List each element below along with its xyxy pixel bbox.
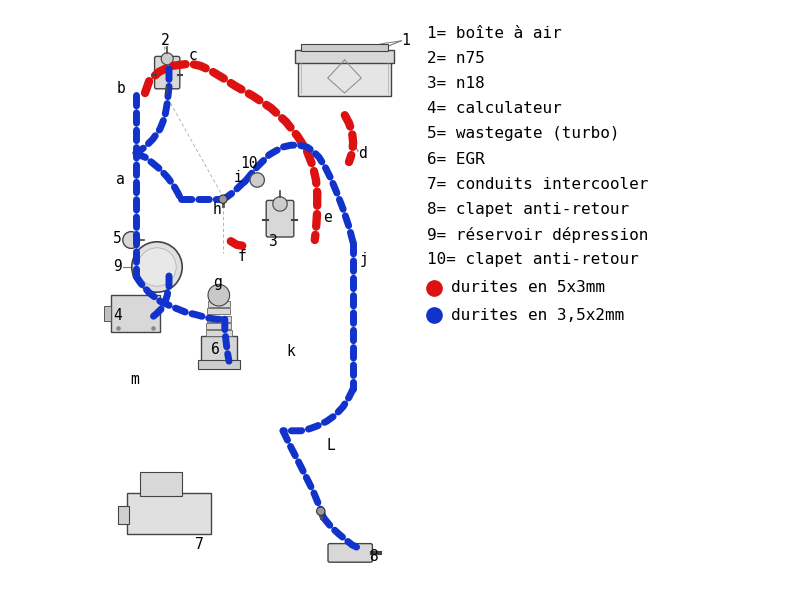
Text: 1= boîte à air: 1= boîte à air: [427, 25, 562, 40]
Text: i: i: [234, 169, 242, 185]
FancyBboxPatch shape: [104, 307, 110, 321]
FancyBboxPatch shape: [201, 336, 237, 361]
Text: durites en 3,5x2mm: durites en 3,5x2mm: [451, 307, 624, 323]
Text: 10: 10: [240, 155, 258, 170]
Circle shape: [138, 248, 176, 286]
FancyBboxPatch shape: [154, 56, 180, 89]
FancyBboxPatch shape: [328, 544, 373, 562]
Circle shape: [132, 242, 182, 292]
Text: 6: 6: [211, 342, 219, 356]
Text: 8= clapet anti-retour: 8= clapet anti-retour: [427, 202, 629, 217]
Text: 3: 3: [269, 233, 277, 248]
Text: 8: 8: [369, 550, 378, 564]
Text: 9= réservoir dépression: 9= réservoir dépression: [427, 227, 648, 242]
FancyBboxPatch shape: [198, 360, 240, 369]
Text: 4= calculateur: 4= calculateur: [427, 101, 562, 116]
Text: 9: 9: [114, 259, 122, 274]
Circle shape: [273, 197, 287, 211]
Text: 3= n18: 3= n18: [427, 76, 485, 91]
Text: f: f: [238, 250, 246, 264]
FancyBboxPatch shape: [266, 200, 294, 237]
Circle shape: [208, 284, 230, 306]
Text: 1: 1: [401, 33, 410, 48]
Text: g: g: [213, 275, 222, 289]
FancyBboxPatch shape: [207, 308, 230, 314]
Circle shape: [218, 195, 227, 203]
Text: b: b: [117, 81, 125, 96]
Circle shape: [161, 53, 173, 65]
FancyBboxPatch shape: [295, 50, 394, 63]
Circle shape: [317, 507, 325, 515]
Text: L: L: [327, 438, 335, 452]
Circle shape: [122, 232, 139, 248]
Text: durites en 5x3mm: durites en 5x3mm: [451, 280, 605, 295]
Text: 5: 5: [114, 231, 122, 246]
FancyBboxPatch shape: [206, 323, 231, 329]
Text: h: h: [213, 202, 222, 217]
FancyBboxPatch shape: [118, 506, 129, 524]
Text: 2= n75: 2= n75: [427, 51, 485, 66]
Text: e: e: [323, 209, 332, 224]
FancyBboxPatch shape: [206, 330, 232, 336]
Circle shape: [250, 173, 265, 187]
FancyBboxPatch shape: [110, 295, 160, 332]
FancyBboxPatch shape: [298, 57, 391, 96]
FancyBboxPatch shape: [208, 301, 230, 307]
Text: a: a: [117, 173, 125, 187]
Text: m: m: [130, 371, 138, 387]
Text: 2: 2: [161, 33, 169, 48]
Text: 4: 4: [114, 307, 122, 323]
Text: d: d: [358, 145, 366, 160]
FancyBboxPatch shape: [127, 493, 211, 534]
FancyBboxPatch shape: [206, 316, 231, 322]
Text: 10= clapet anti-retour: 10= clapet anti-retour: [427, 252, 638, 268]
Text: 7: 7: [194, 538, 203, 552]
FancyBboxPatch shape: [139, 472, 182, 496]
Text: j: j: [359, 252, 368, 266]
Text: c: c: [189, 47, 198, 62]
Text: 5= wastegate (turbo): 5= wastegate (turbo): [427, 127, 619, 142]
Text: 6= EGR: 6= EGR: [427, 152, 485, 167]
Text: 7= conduits intercooler: 7= conduits intercooler: [427, 176, 648, 192]
FancyBboxPatch shape: [301, 44, 388, 51]
Text: k: k: [286, 343, 294, 358]
